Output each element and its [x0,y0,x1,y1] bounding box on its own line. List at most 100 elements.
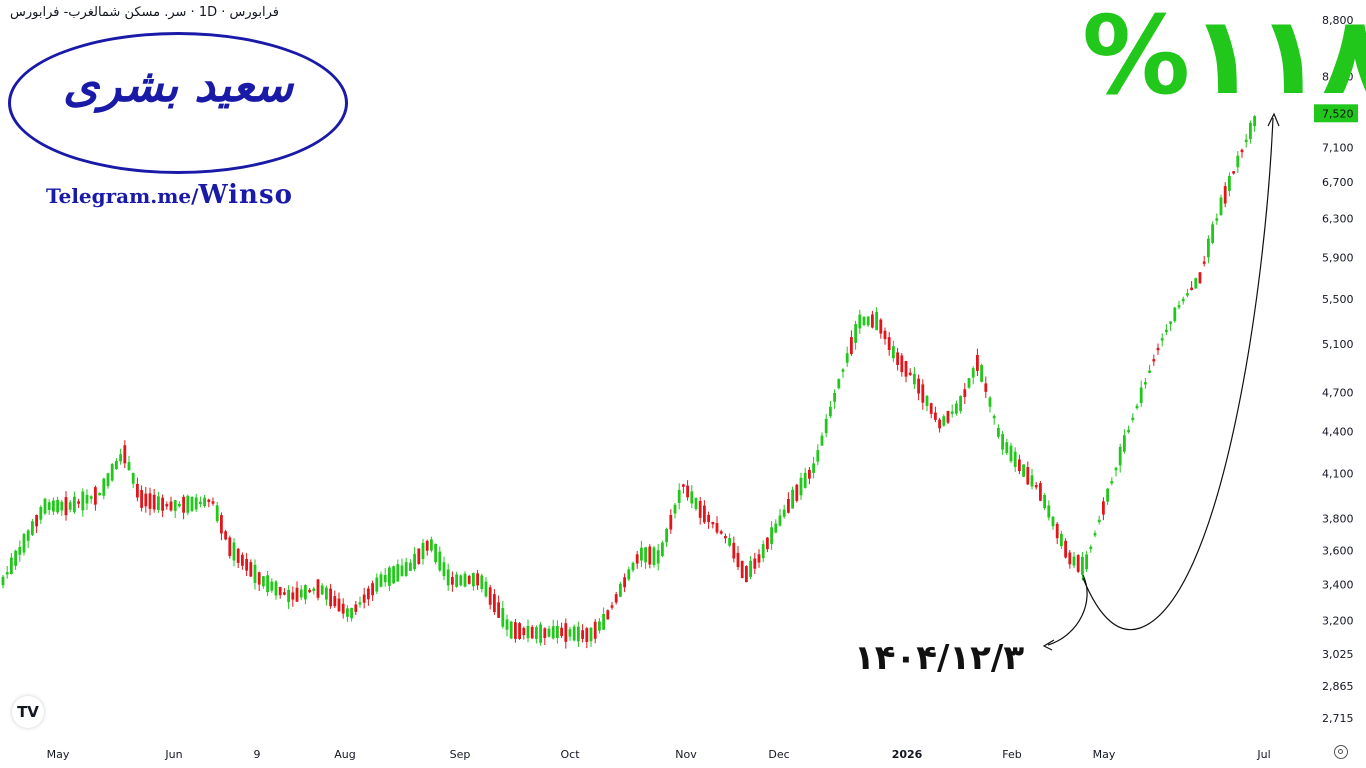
candle-body-up [535,627,538,640]
chart-title: فرابورس · 1D · سر. مسکن شمالغرب- فرابورس [10,5,279,20]
candle-body-down [451,577,454,585]
candle-body-up [1123,435,1126,452]
candle-body-up [988,397,992,407]
last-price-label: 7,520 [1322,107,1354,120]
price-tick-label: 2,715 [1322,712,1354,725]
candle-body-up [824,418,828,434]
price-tick-label: 3,025 [1322,648,1354,661]
candle-body-down [883,330,887,340]
candle-body-up [677,489,681,503]
candle-body-up [434,543,437,563]
candle-body-up [866,316,870,326]
candle-body-up [375,577,379,592]
candle-body-up [85,494,89,504]
candle-body-down [766,537,769,550]
candle-body-down [610,605,614,608]
candle-body-down [581,630,584,639]
candle-body-down [984,383,988,392]
decline-curve-arrow [1047,574,1088,646]
gain-percent-annotation: ١١٨% [1082,0,1366,119]
candles-layer [1,115,1256,649]
candle-body-up [52,500,55,512]
price-tick-label: 6,300 [1322,212,1354,225]
candle-body-up [409,562,412,571]
time-tick-label: Jul [1256,748,1270,761]
candle-body-down [245,558,248,571]
candle-body-up [841,369,845,372]
candle-body-up [312,588,316,591]
candle-body-down [593,621,597,639]
candle-body-up [39,506,43,520]
price-axis: 2,715 2,865 3,025 3,200 3,400 3,600 3,800 4,100… [1322,14,1354,725]
price-tick-label: 4,100 [1322,467,1354,480]
candle-body-up [1051,516,1055,527]
candle-body-up [955,403,958,414]
candle-body-up [102,478,106,496]
annotation-layer [1042,112,1280,651]
candle-body-up [127,462,131,471]
candle-body-up [967,378,971,388]
gear-icon[interactable] [1334,745,1348,759]
candle-body-up [1148,370,1151,373]
candle-body-up [115,460,118,470]
candle-body-up [640,547,643,561]
candle-body-down [425,540,429,551]
candle-body-down [224,531,227,540]
candle-body-down [207,499,211,502]
candle-body-down [908,372,912,376]
candle-body-up [539,624,542,643]
candle-body-down [934,412,937,420]
price-tick-label: 4,400 [1322,425,1354,438]
candle-body-up [1110,481,1114,484]
candle-body-down [278,586,282,596]
candle-body-down [736,552,740,568]
price-tick-label: 5,500 [1322,293,1354,306]
candle-body-up [253,564,257,583]
candle-body-up [980,365,983,382]
logo-signature: سعید بشری [63,58,293,112]
candle-body-up [942,416,946,426]
candle-body-up [1215,218,1219,221]
candle-body-up [1181,298,1185,302]
candle-body-down [614,594,618,603]
date-annotation: ۱۴۰۴/۱۲/۳ [854,638,1025,678]
candle-body-up [31,521,34,535]
candle-body-up [383,575,387,583]
arrowhead-up [1267,112,1280,127]
candle-body-down [745,566,748,583]
candle-body-down [354,604,358,612]
candle-body-up [1093,533,1097,536]
candle-body-down [417,548,421,564]
candle-body-up [1169,321,1172,324]
candle-body-down [337,598,341,612]
time-axis: May Jun 9 Aug Sep Oct Nov Dec 2026 Feb May Jul [47,748,1271,761]
candle-body-up [190,496,194,511]
candle-body-up [232,542,236,561]
price-tick-label: 2,865 [1322,680,1354,693]
candle-body-up [463,573,467,587]
candle-body-up [631,562,635,571]
candle-body-up [304,585,307,600]
time-tick-label: 9 [254,748,261,761]
candle-body-up [178,503,181,507]
candle-body-down [152,494,156,510]
price-tick-label: 3,800 [1322,512,1354,525]
candle-body-down [1232,171,1235,174]
candle-body-down [291,592,295,600]
candle-body-down [757,554,761,563]
candle-body-down [879,319,883,334]
candle-body-up [266,575,269,593]
candle-body-down [808,469,811,479]
candle-body-up [18,547,22,555]
candle-body-up [1253,116,1256,127]
candle-body-down [1055,523,1059,539]
candle-body-up [959,396,962,412]
candle-body-down [467,575,471,584]
candle-body-down [249,562,253,577]
price-tick-label: 7,100 [1322,141,1354,154]
tradingview-logo-icon[interactable]: TV [12,696,44,728]
candle-body-down [724,535,727,539]
candle-body-down [1152,359,1156,362]
candle-body-up [1228,176,1231,191]
